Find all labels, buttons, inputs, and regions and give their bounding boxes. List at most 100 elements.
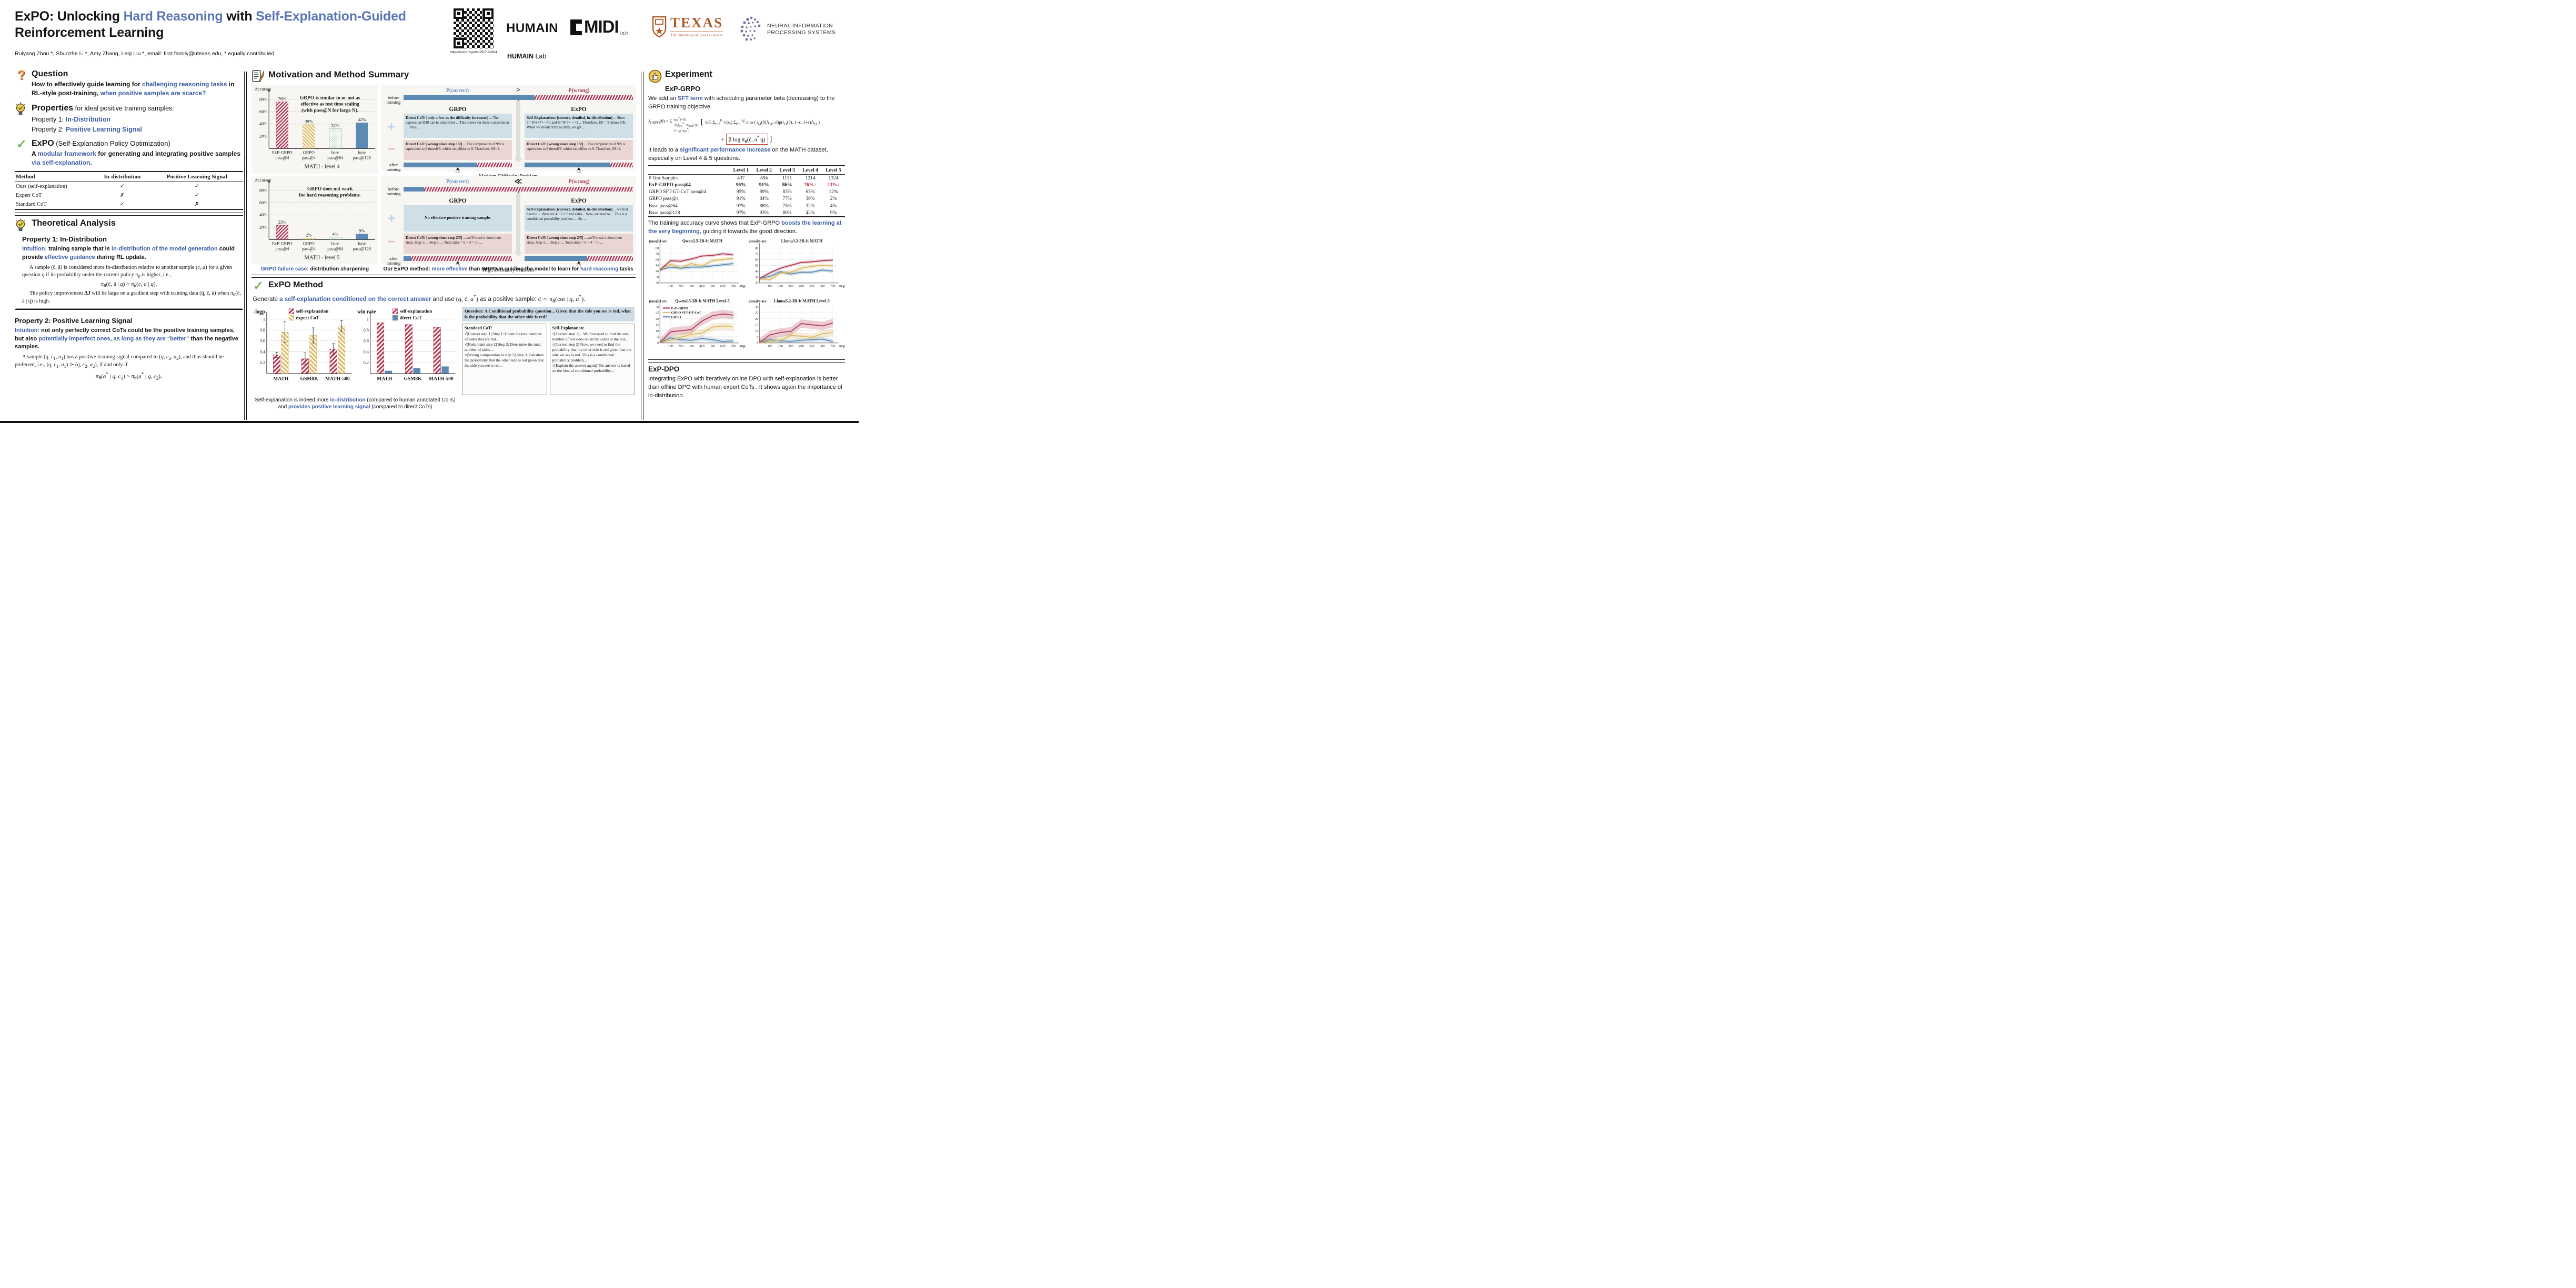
p-correct-label: P(correct) [446,178,469,185]
table-row: GRPO SFT-GT-CoT pass@4 95% 89% 83% 65% 12% [648,189,845,196]
texas-logo: TEXAS The University of Texas at Austin [651,16,723,38]
svg-text:pass@64: pass@64 [327,155,343,160]
svg-text:100: 100 [767,345,772,348]
table-cell: 80% [776,209,799,218]
theory-heading: Theoretical Analysis [32,218,116,228]
caption-text: : distribution sharpening [307,266,369,273]
table-cell: ✓ [93,199,151,210]
svg-text:self-explanation: self-explanation [296,308,329,314]
table-row: ExP-GRPO pass@4 96% 91% 86% 76%↑ 23%↑ [648,182,845,188]
table-cell: 894 [760,175,768,181]
box-title: Self-Explanation: [correct, detailed, in… [527,115,613,120]
svg-text:42%: 42% [358,117,366,122]
svg-text:5: 5 [757,335,758,339]
svg-text:40%: 40% [259,213,267,217]
svg-text:Qwen2.5-3B-It MATH Level-5: Qwen2.5-3B-It MATH Level-5 [675,298,730,303]
svg-text:500: 500 [809,285,814,288]
question-heading: Question [32,69,68,78]
text: It leads to a [648,147,680,154]
logp-chart: -logp self-explanation expert CoT 0.2 0.4 0.6… [251,307,355,396]
grpo-expo-columns: + − GRPO Direct CoT: [only a few as the … [384,101,633,163]
neurips-line2: PROCESSING SYSTEMS [767,29,836,36]
relation-symbol: ≪ [514,177,522,186]
expo-column: ExPO Self-Explanation: [correct, detaile… [525,198,633,256]
table-row: Ours (self-explanation) ✓ ✓ [15,182,243,191]
winrate-chart: win rate self-explanation direct CoT 0.2 0.4… [355,307,459,396]
svg-text:400: 400 [799,345,803,348]
caption-blue: hard reasoning [580,266,619,273]
box-title: Direct CoT: [wrong since step 1/2] [406,142,462,146]
table-row: Standard CoT ✓ ✗ [15,199,243,210]
svg-text:10: 10 [755,329,758,333]
formula-sft-term: + β log πθ(c̃, a*|q) ] [721,133,772,145]
svg-text:Qwen2.5-3B-It MATH: Qwen2.5-3B-It MATH [682,239,723,244]
table-cell: 2% [830,196,837,202]
section-divider [15,212,243,216]
table-cell: # Test Samples [649,175,679,181]
plus-icon: + [388,119,396,134]
caption-blue: provides positive learning signal [288,404,370,410]
middle-column: Motivation and Method Summary 20% 40% 60% 8… [251,69,636,411]
texas-wordmark: TEXAS [670,15,723,31]
svg-text:40%: 40% [259,122,267,126]
grpo-positive-box: No effective positive training sample. [404,205,512,232]
grpo-label: GRPO [449,106,467,113]
svg-text:1: 1 [263,317,265,321]
humain-lab-rest: Lab [534,53,547,60]
expo-negative-box: Direct CoT: [wrong since step 2/5] ... w… [525,233,633,254]
p-correct-label: P(correct) [446,87,469,94]
formula-bracket: [ [700,117,703,126]
intuition-blue: effective guidance [44,254,95,260]
svg-text:300: 300 [788,345,793,348]
svg-text:5: 5 [657,335,659,339]
question-section: ? Question How to effectively guide lear… [15,67,243,98]
svg-text:for hard reasoning problems.: for hard reasoning problems. [299,193,361,198]
before-training-label: before training [386,95,401,105]
property2-label: Property 2: [32,125,66,133]
svg-text:Llama3.2-3B-It MATH Level-5: Llama3.2-3B-It MATH Level-5 [774,298,830,303]
svg-text:1: 1 [367,317,369,321]
svg-text:0.8: 0.8 [260,328,265,333]
arxiv-link: https://arxiv.org/abs/2507.02834 [450,51,497,54]
svg-text:0.2: 0.2 [364,360,369,365]
svg-text:pass@128: pass@128 [353,155,371,160]
self-explanation-lines: √[Correct step 1]... We first need to fi… [552,331,632,374]
column-header: Level 2 [752,165,776,175]
neurips-text: NEURAL INFORMATION PROCESSING SYSTEMS [767,23,836,36]
property1-formula: πθ(c̄, ā | q) > πθ(c, a | q). [100,280,157,289]
table-cell: 96% [736,183,746,188]
table-cell: 9% [822,209,845,218]
training-curves: 20 30 40 50 60 70 80 pass@4 acc Qwen2.5-3B-It MA… [648,238,845,357]
down-arrow [514,101,522,163]
experiment-section-header: Experiment [648,69,845,83]
svg-text:60%: 60% [259,200,267,205]
svg-text:0.8: 0.8 [364,328,369,333]
theoretical-analysis-section: Theoretical Analysis [15,218,243,232]
caption-text: than GRPO in guiding the model to learn … [467,266,580,273]
table-cell: 32% [806,203,815,209]
svg-text:39%: 39% [305,119,313,124]
svg-text:20: 20 [755,281,758,285]
table-cell: 97% [736,203,746,209]
gen-formula: (q, c̃, a*) [456,294,479,303]
table-cell: 4% [830,203,837,209]
standard-cot-column: Standard CoT: √[Correct step 1] Step 1: … [462,324,547,396]
formula-body: 1/G Σi=1G 1/|oi| Σt=1|oi| min ( ri,t(θ)Â… [705,118,820,126]
motivation-section-header: Motivation and Method Summary [251,69,636,83]
gen-formula: c̃ ∼ πθ(cot | q, a*). [538,294,586,305]
table-row: GRPO pass@4 91% 84% 77% 39% 2% [648,196,845,203]
question-text-blue: when positive samples are scarce? [100,89,206,97]
texas-subtitle: The University of Texas at Austin [670,32,723,37]
down-arrow [514,192,522,256]
memo-pencil-icon [252,70,264,82]
plus-icon: + [388,212,396,226]
property2-value: Positive Learning Signal [65,125,142,133]
title-part: ExPO: Unlocking [15,9,124,24]
after-training-label: after training [386,162,401,173]
table-cell: 97% [729,209,753,218]
gen-text: Generate [253,296,280,303]
caption-text: tasks [618,266,633,273]
list-item: √[Redundant step 2] Step 2: Determine th… [465,341,541,352]
table-cell: 86% [782,183,792,188]
table-cell: 23%↑ [827,183,840,188]
